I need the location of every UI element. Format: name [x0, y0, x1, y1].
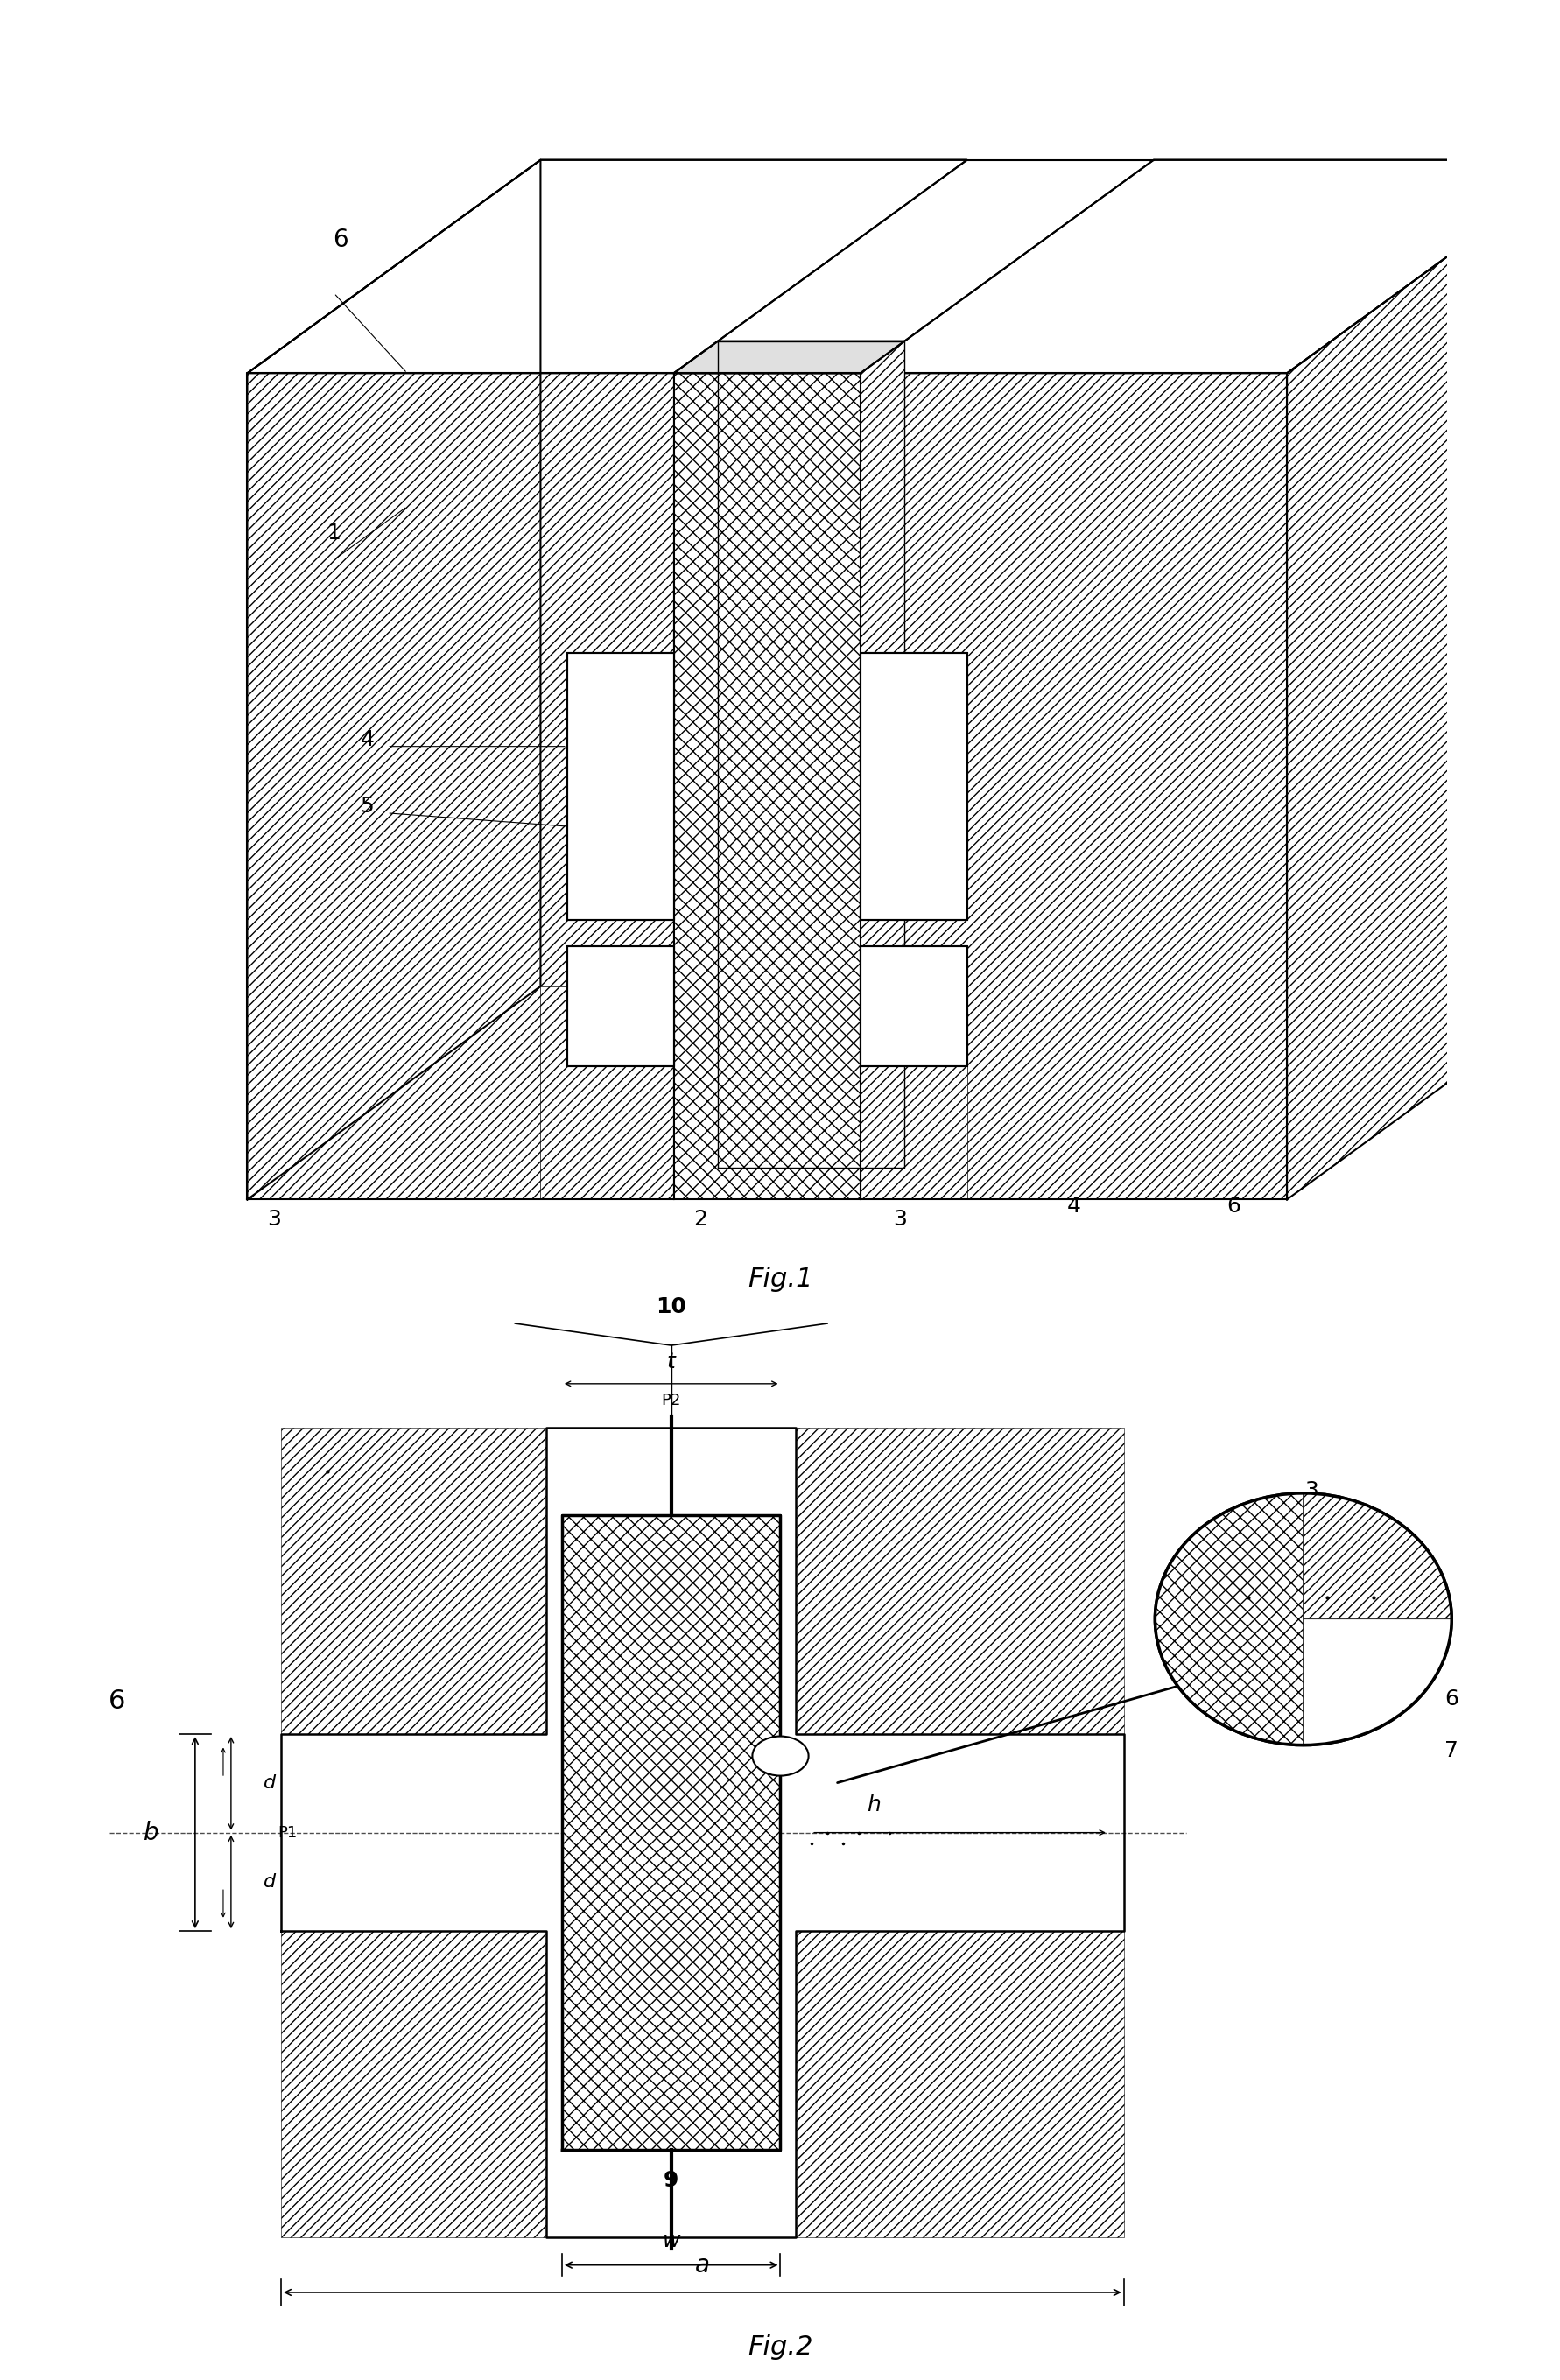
- Text: d: d: [264, 1775, 276, 1792]
- Polygon shape: [860, 947, 967, 1066]
- Polygon shape: [860, 159, 1560, 374]
- Polygon shape: [281, 1735, 546, 1930]
- Text: h: h: [867, 1795, 880, 1816]
- Polygon shape: [796, 1735, 1123, 1930]
- Polygon shape: [566, 947, 674, 1066]
- Text: 4: 4: [360, 728, 374, 750]
- Polygon shape: [796, 1930, 1123, 2237]
- Polygon shape: [796, 1428, 1123, 1735]
- Text: 10: 10: [655, 1297, 686, 1319]
- Text: 7: 7: [1445, 1740, 1457, 1761]
- Polygon shape: [674, 340, 903, 374]
- Text: 6: 6: [1304, 1604, 1317, 1623]
- Text: 3: 3: [1304, 1480, 1317, 1502]
- Polygon shape: [281, 1735, 546, 1930]
- Text: 6: 6: [1226, 1195, 1240, 1216]
- Polygon shape: [796, 1735, 1123, 1930]
- Text: 6: 6: [109, 1687, 125, 1714]
- Text: 2: 2: [693, 1209, 707, 1230]
- Text: 9: 9: [663, 2171, 679, 2192]
- Polygon shape: [562, 1516, 780, 2149]
- Polygon shape: [281, 1930, 546, 2237]
- Ellipse shape: [1154, 1492, 1451, 1745]
- Text: 6: 6: [1445, 1687, 1457, 1709]
- Text: 6: 6: [332, 228, 348, 252]
- Text: b: b: [144, 1821, 159, 1844]
- Text: d: d: [264, 1873, 276, 1890]
- Text: P1: P1: [278, 1825, 296, 1840]
- Text: 3: 3: [267, 1209, 281, 1230]
- Polygon shape: [540, 985, 967, 1200]
- Text: w: w: [661, 2230, 680, 2251]
- Polygon shape: [1303, 1492, 1451, 1618]
- Polygon shape: [246, 159, 967, 374]
- Polygon shape: [566, 652, 674, 919]
- Polygon shape: [246, 159, 540, 1200]
- Text: 3: 3: [1304, 1716, 1317, 1735]
- Text: t: t: [666, 1352, 675, 1373]
- Polygon shape: [281, 1428, 546, 1735]
- Text: 2: 2: [1304, 1511, 1317, 1533]
- Circle shape: [752, 1737, 808, 1775]
- Text: a: a: [694, 2254, 710, 2278]
- Polygon shape: [546, 1428, 796, 2237]
- Polygon shape: [1303, 1618, 1451, 1745]
- Polygon shape: [674, 374, 860, 1200]
- Polygon shape: [246, 374, 674, 1200]
- Polygon shape: [860, 374, 1287, 1200]
- Text: P2: P2: [661, 1392, 680, 1409]
- Polygon shape: [718, 340, 903, 1169]
- Text: Fig.2: Fig.2: [747, 2335, 813, 2361]
- Text: 1: 1: [1304, 1573, 1317, 1595]
- Text: 5: 5: [1304, 1542, 1317, 1564]
- Polygon shape: [1154, 1492, 1303, 1745]
- Text: 1: 1: [326, 524, 340, 543]
- Polygon shape: [281, 1735, 546, 1930]
- Text: 2: 2: [1211, 1652, 1223, 1673]
- Polygon shape: [796, 1735, 1123, 1930]
- Polygon shape: [1287, 159, 1560, 1200]
- Text: Fig.1: Fig.1: [747, 1266, 813, 1292]
- Text: 4: 4: [1065, 1195, 1080, 1216]
- Text: 3: 3: [892, 1209, 906, 1230]
- Text: 5: 5: [360, 795, 374, 816]
- Polygon shape: [860, 652, 967, 919]
